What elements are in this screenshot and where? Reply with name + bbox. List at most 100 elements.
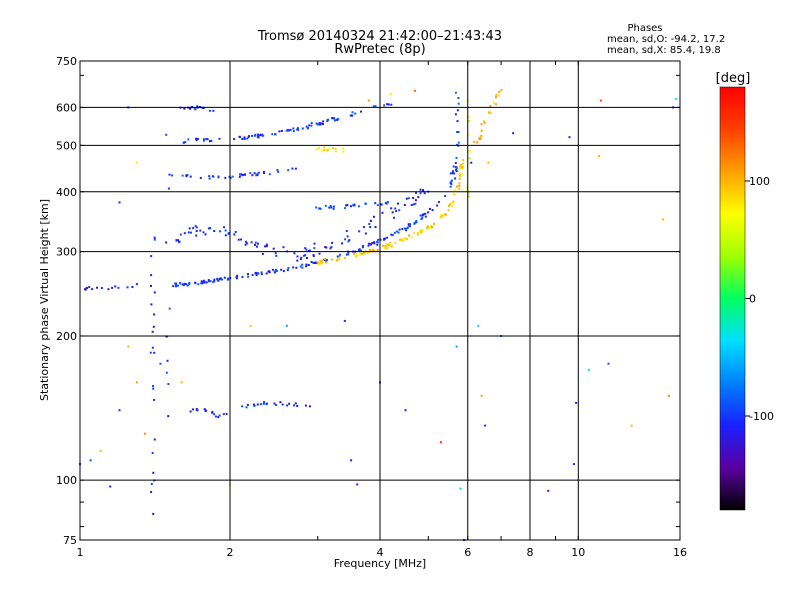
data-point	[362, 226, 365, 229]
data-point	[245, 240, 247, 243]
data-point	[118, 201, 121, 204]
data-point	[265, 272, 268, 275]
data-point	[315, 122, 318, 125]
data-point	[181, 174, 184, 177]
data-point	[480, 123, 483, 126]
data-point	[344, 207, 346, 210]
x-tick-label: 10	[571, 546, 585, 559]
data-point	[410, 204, 413, 206]
data-point	[344, 257, 346, 260]
data-point	[382, 237, 385, 240]
data-point	[263, 401, 266, 404]
data-point	[99, 450, 102, 453]
data-point	[251, 174, 254, 177]
data-point	[667, 394, 670, 397]
data-point	[347, 253, 350, 256]
data-point	[275, 270, 278, 273]
data-point	[355, 255, 358, 258]
data-point	[306, 127, 309, 130]
data-point	[371, 242, 374, 244]
data-point	[175, 283, 178, 286]
data-point	[393, 216, 395, 219]
data-point	[254, 271, 257, 274]
data-point	[167, 187, 170, 190]
data-point	[397, 231, 400, 234]
data-point	[240, 173, 243, 176]
data-point	[350, 459, 353, 462]
data-point	[412, 203, 415, 206]
plot-grid	[80, 61, 680, 540]
x-tick-label: 1	[77, 546, 84, 559]
data-point	[176, 284, 179, 287]
data-point	[362, 251, 365, 254]
data-point	[168, 307, 171, 310]
data-point	[662, 218, 665, 221]
data-point	[349, 114, 352, 117]
data-point	[449, 181, 452, 184]
data-point	[152, 325, 155, 328]
data-point	[429, 207, 431, 210]
data-point	[324, 204, 327, 207]
data-point	[422, 189, 425, 191]
data-point	[415, 221, 418, 224]
data-point	[456, 120, 459, 123]
data-point	[468, 162, 471, 165]
data-point	[150, 284, 152, 287]
data-point	[405, 197, 408, 200]
data-point	[153, 236, 156, 239]
data-point	[213, 278, 216, 281]
data-point	[296, 128, 299, 131]
data-point	[165, 241, 168, 244]
y-tick-label: 750	[56, 55, 77, 68]
data-point	[376, 249, 379, 251]
data-point	[254, 243, 256, 246]
data-point	[369, 219, 372, 222]
data-point	[238, 175, 241, 178]
data-point	[452, 200, 455, 203]
data-point	[152, 471, 155, 474]
data-point	[467, 191, 470, 194]
colorbar-tick-label: 0	[749, 293, 756, 306]
data-point	[288, 402, 291, 405]
data-point	[301, 263, 304, 266]
data-point	[319, 259, 322, 262]
data-point	[458, 182, 461, 185]
data-point	[459, 174, 462, 177]
data-point	[234, 231, 237, 233]
data-point	[399, 239, 402, 242]
data-point	[449, 172, 452, 175]
data-point	[183, 232, 186, 235]
data-point	[150, 255, 153, 258]
data-point	[368, 248, 371, 251]
data-point	[216, 277, 219, 280]
data-point	[325, 260, 328, 263]
data-point	[206, 138, 209, 141]
data-point	[325, 261, 328, 264]
data-point	[417, 196, 420, 199]
data-point	[458, 184, 461, 187]
data-point	[244, 243, 247, 246]
data-point	[246, 403, 249, 406]
data-point	[406, 226, 409, 229]
data-point	[345, 253, 348, 256]
data-point	[423, 192, 426, 195]
data-point	[262, 134, 265, 137]
data-point	[333, 205, 335, 208]
data-point	[243, 138, 246, 141]
data-point	[412, 197, 415, 199]
data-point	[325, 148, 328, 151]
data-point	[373, 215, 375, 218]
scatter-points	[79, 89, 677, 541]
data-point	[257, 135, 260, 138]
data-point	[186, 284, 189, 287]
data-point	[318, 122, 321, 124]
data-point	[194, 282, 197, 285]
data-point	[247, 273, 249, 276]
data-point	[320, 122, 323, 125]
data-point	[387, 103, 390, 106]
x-axis-label: Frequency [MHz]	[334, 557, 426, 570]
data-point	[439, 215, 442, 218]
data-point	[210, 139, 213, 142]
data-point	[199, 229, 202, 232]
data-point	[117, 286, 120, 289]
